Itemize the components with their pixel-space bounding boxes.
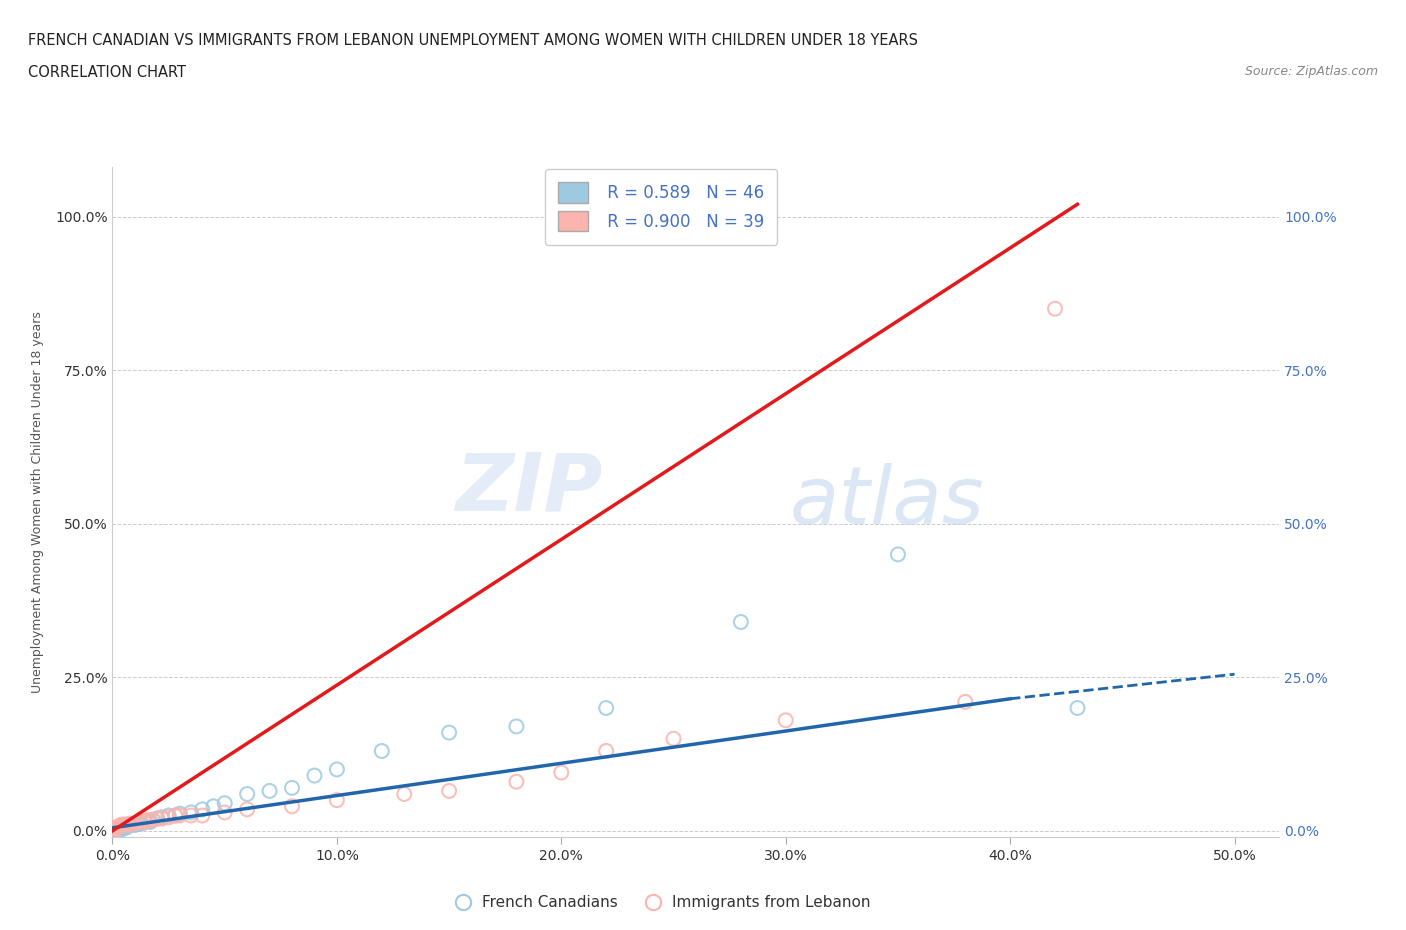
Point [108,818,131,833]
Point [775,712,797,727]
Point [595,700,617,715]
Point [437,725,460,740]
Point [124,817,146,832]
Point [202,799,225,814]
Point [326,762,349,777]
Point [108,823,131,838]
Point [955,695,977,710]
Point [214,796,236,811]
Point [150,811,173,826]
Point [142,813,165,828]
Point [135,814,157,829]
Point [191,802,214,817]
Point [304,768,326,783]
Point [169,808,191,823]
Point [138,813,160,828]
Text: atlas: atlas [789,463,984,541]
Point [101,823,124,838]
Text: ZIP: ZIP [456,450,603,528]
Point [887,547,910,562]
Point [730,615,752,630]
Point [326,792,349,807]
Point [101,823,124,838]
Point [135,814,157,829]
Legend: French Canadians, Immigrants from Lebanon: French Canadians, Immigrants from Lebano… [446,889,876,916]
Point [157,810,180,825]
Point [180,805,202,820]
Point [128,814,150,829]
Point [108,823,131,838]
Point [101,823,124,838]
Point [281,780,304,795]
Point [117,817,139,832]
Point [191,808,214,823]
Point [146,811,169,826]
Text: CORRELATION CHART: CORRELATION CHART [28,65,186,80]
Point [124,816,146,830]
Point [117,818,139,833]
Point [236,787,259,802]
Point [138,814,160,829]
Point [505,775,527,790]
Point [150,810,173,825]
Point [112,817,135,832]
Text: Source: ZipAtlas.com: Source: ZipAtlas.com [1244,65,1378,78]
Point [165,808,187,823]
Point [101,823,124,838]
Y-axis label: Unemployment Among Women with Children Under 18 years: Unemployment Among Women with Children U… [31,312,44,693]
Point [101,823,124,838]
Point [124,817,146,832]
Point [281,799,304,814]
Point [180,808,202,823]
Point [371,744,394,759]
Point [110,817,132,832]
Point [169,806,191,821]
Point [146,811,169,826]
Point [115,820,138,835]
Point [120,816,142,830]
Point [662,731,685,746]
Point [105,823,128,838]
Point [101,820,124,835]
Point [1043,301,1066,316]
Point [108,820,131,835]
Point [105,820,128,835]
Point [128,816,150,830]
Point [115,817,138,832]
Point [437,783,460,798]
Point [214,805,236,820]
Point [101,823,124,838]
Point [120,817,142,832]
Point [112,820,135,835]
Point [550,765,572,780]
Point [392,787,416,802]
Point [157,808,180,823]
Point [101,820,124,835]
Point [259,783,281,798]
Point [1066,700,1088,715]
Point [101,823,124,838]
Point [101,823,124,838]
Text: FRENCH CANADIAN VS IMMIGRANTS FROM LEBANON UNEMPLOYMENT AMONG WOMEN WITH CHILDRE: FRENCH CANADIAN VS IMMIGRANTS FROM LEBAN… [28,33,918,47]
Point [101,823,124,838]
Point [110,820,132,835]
Point [101,823,124,838]
Point [132,814,155,829]
Point [165,808,187,823]
Point [142,813,165,828]
Point [595,744,617,759]
Point [101,823,124,838]
Point [236,802,259,817]
Point [139,814,162,829]
Point [101,820,124,835]
Point [131,816,153,830]
Point [505,719,527,734]
